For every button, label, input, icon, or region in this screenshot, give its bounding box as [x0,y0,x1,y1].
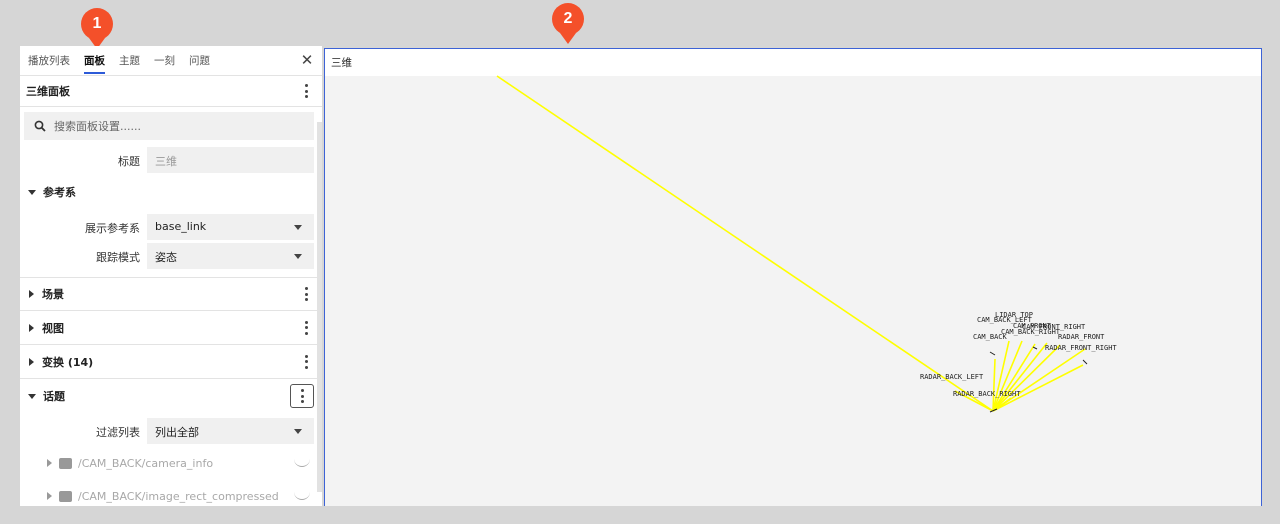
display-frame-row: 展示参考系 base_link [20,214,322,240]
topic-filter-value: 列出全部 [155,426,199,439]
tf-line [992,397,1012,412]
sidebar-scrollbar[interactable] [317,122,322,492]
scene-menu-icon[interactable] [304,287,308,301]
frame-label: RADAR_FRONT [1058,333,1105,341]
tf-line [992,343,1036,412]
follow-mode-select[interactable]: 姿态 [147,243,314,269]
topic-item[interactable]: /CAM_BACK/image_rect_compressed [20,481,322,506]
frame-label: CAM_BACK_LEFT [977,316,1033,324]
chevron-down-icon [294,429,302,434]
tab-playlist[interactable]: 播放列表 [28,55,70,67]
frame-labels: LIDAR_TOP CAM_BACK_LEFT CAM_FRONT CAM_FR… [920,311,1117,398]
topics-section-header[interactable]: 话题 [20,379,322,413]
camera-icon [59,457,72,469]
transforms-section-header[interactable]: 变换 (14) [20,345,322,379]
settings-search[interactable] [24,112,314,140]
expand-icon [47,492,52,500]
expand-icon [29,323,34,332]
follow-mode-value: 姿态 [155,251,177,264]
tf-line [992,344,1061,412]
3d-viewport[interactable]: 三维 LIDAR_TOP CAM_BACK_LEFT CAM_FRONT CAM… [324,48,1262,506]
axis-markers [989,346,1088,413]
expand-icon [29,357,34,366]
panel-settings-header: 三维面板 [20,76,322,107]
tf-line [496,75,994,412]
expand-icon [47,459,52,467]
display-frame-select[interactable]: base_link [147,214,314,240]
chevron-down-icon [294,254,302,259]
title-field-row: 标题 三维 [20,147,322,173]
settings-sidebar: 播放列表 面板 主题 一刻 问题 ✕ 三维面板 标题 三维 参考系 展示参考系 … [20,46,322,506]
transform-lines [496,75,1086,412]
topic-name: /CAM_BACK/image_rect_compressed [78,489,279,503]
collapse-icon [28,393,36,399]
more-icon [300,389,304,403]
topic-item[interactable]: /CAM_BACK/camera_info [20,448,322,478]
view-section-header[interactable]: 视图 [20,311,322,345]
tab-moment[interactable]: 一刻 [154,55,175,67]
topic-filter-label: 过滤列表 [96,426,140,439]
frame-label: RADAR_BACK_LEFT [920,373,984,381]
title-label: 标题 [118,155,140,168]
visibility-hidden-icon[interactable] [294,459,310,467]
frame-label: CAM_BACK_RIGHT [1001,328,1061,336]
frame-label: CAM_BACK [973,333,1008,341]
scene-section-label: 场景 [42,288,64,301]
panel-menu-icon[interactable] [304,84,308,98]
panel-title: 三维面板 [26,85,70,98]
frame-label: RADAR_BACK_RIGHT [953,390,1021,398]
annotation-badge-1: 1 [81,8,113,49]
annotation-badge-2: 2 [552,3,584,44]
topics-menu-button[interactable] [290,384,314,408]
transforms-section-label: 变换 (14) [42,355,94,369]
tf-line [992,358,996,412]
topics-section-label: 话题 [43,390,65,403]
tab-panel[interactable]: 面板 [84,46,105,76]
frame-section-label: 参考系 [43,186,76,199]
follow-mode-label: 跟踪模式 [96,251,140,264]
chevron-down-icon [294,225,302,230]
search-icon [34,120,46,132]
frame-label: CAM_FRONT_RIGHT [1022,323,1086,331]
frame-label: LIDAR_TOP [995,311,1033,319]
follow-mode-row: 跟踪模式 姿态 [20,243,322,269]
frame-label: RADAR_FRONT_RIGHT [1045,344,1117,352]
viewport-header: 三维 [325,49,1261,76]
tf-line [992,342,1048,412]
3d-scene[interactable]: LIDAR_TOP CAM_BACK_LEFT CAM_FRONT CAM_FR… [325,49,1262,506]
expand-icon [29,290,34,298]
topic-name: /CAM_BACK/camera_info [78,456,214,470]
tf-line [992,340,1023,412]
visibility-hidden-icon[interactable] [294,492,310,500]
close-icon[interactable]: ✕ [300,51,314,69]
sidebar-tabs: 播放列表 面板 主题 一刻 问题 ✕ [20,46,322,76]
viewport-title: 三维 [331,57,352,69]
tf-line [992,364,1084,412]
search-input[interactable] [54,119,294,133]
topic-filter-row: 过滤列表 列出全部 [20,418,322,444]
view-menu-icon[interactable] [304,320,308,335]
frame-label: CAM_FRONT [1013,322,1052,330]
view-section-label: 视图 [42,321,64,335]
display-frame-value: base_link [155,220,207,233]
frame-section-header[interactable]: 参考系 [20,175,322,209]
tab-topics[interactable]: 主题 [119,55,140,67]
scene-section-header[interactable]: 场景 [20,277,322,311]
title-input[interactable]: 三维 [147,147,314,173]
display-frame-label: 展示参考系 [85,222,140,235]
image-icon [59,490,72,502]
tf-line [992,340,1010,412]
collapse-icon [28,189,36,195]
transforms-menu-icon[interactable] [304,354,308,369]
topic-filter-select[interactable]: 列出全部 [147,418,314,444]
tf-line [954,390,994,412]
tab-problems[interactable]: 问题 [189,55,210,67]
